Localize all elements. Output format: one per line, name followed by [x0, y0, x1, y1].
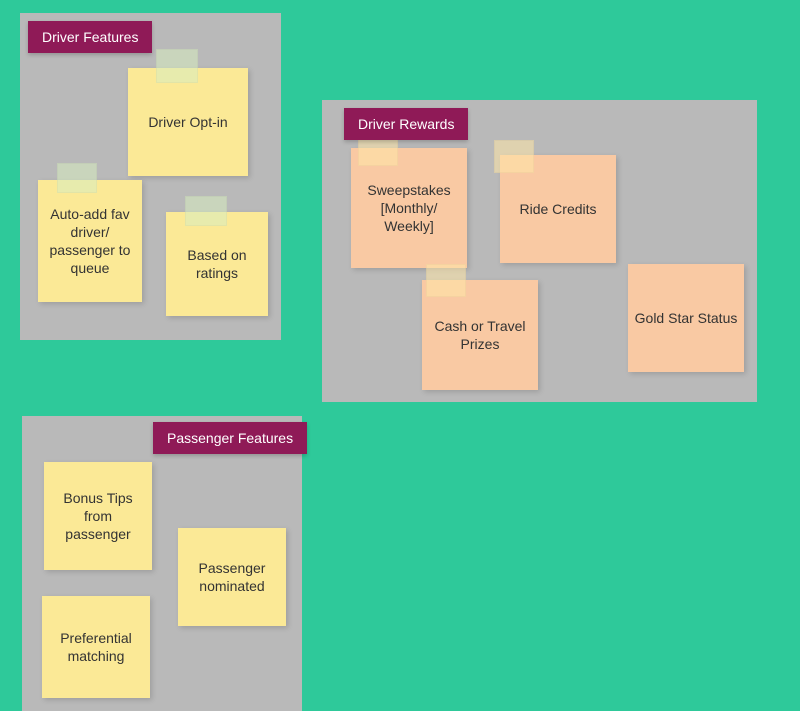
sticky-note-bonus-tips[interactable]: Bonus Tips from passenger [44, 462, 152, 570]
tape-cash-travel [426, 264, 466, 297]
tape-ride-credits [494, 140, 534, 173]
sticky-note-sweepstakes[interactable]: Sweepstakes [Monthly/ Weekly] [351, 148, 467, 268]
panel-title-driver_features: Driver Features [28, 21, 152, 53]
sticky-note-pref-match[interactable]: Preferential matching [42, 596, 150, 698]
tape-auto-add [57, 163, 97, 193]
panel-title-driver_rewards: Driver Rewards [344, 108, 468, 140]
tape-ratings [185, 196, 227, 226]
sticky-note-opt-in[interactable]: Driver Opt-in [128, 68, 248, 176]
sticky-note-nominated[interactable]: Passenger nominated [178, 528, 286, 626]
tape-opt-in [156, 49, 198, 83]
panel-title-passenger_features: Passenger Features [153, 422, 307, 454]
sticky-note-gold-star[interactable]: Gold Star Status [628, 264, 744, 372]
sticky-note-auto-add[interactable]: Auto-add fav driver/ passenger to queue [38, 180, 142, 302]
sticky-note-ratings[interactable]: Based on ratings [166, 212, 268, 316]
sticky-board: Driver Opt-inAuto-add fav driver/ passen… [0, 0, 800, 711]
